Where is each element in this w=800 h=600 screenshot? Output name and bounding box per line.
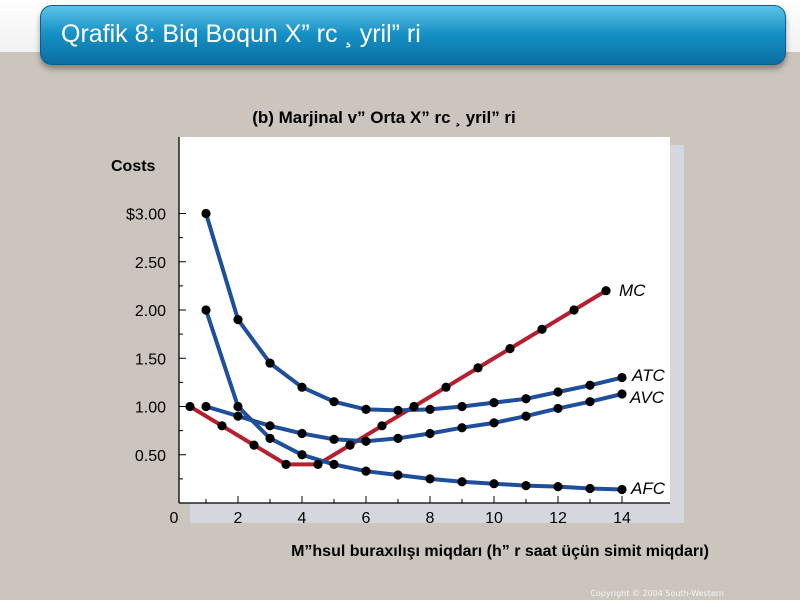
afc-point (617, 484, 627, 495)
avc-point (201, 401, 211, 412)
afc-point (553, 481, 563, 492)
mc-curve (188, 288, 608, 467)
y-axis-title: Costs (111, 158, 156, 175)
afc-point (297, 450, 307, 460)
atc-point (521, 394, 531, 404)
atc-point (265, 358, 275, 368)
afc-curve (204, 308, 624, 492)
avc-curve (204, 392, 624, 444)
avc-point (425, 428, 435, 439)
series-labels: MC ATC AVC AFC (619, 281, 666, 498)
avc-point (297, 428, 307, 439)
x-tick-label: 8 (426, 510, 435, 527)
mc-point (281, 459, 291, 469)
avc-label: AVC (629, 388, 665, 407)
y-tick-label: 2.00 (135, 303, 166, 320)
y-tick-label: 0.50 (135, 448, 166, 465)
y-tick-label: 2.50 (135, 255, 166, 272)
afc-point (201, 305, 211, 315)
atc-label: ATC (631, 366, 665, 385)
mc-point (185, 401, 195, 412)
y-axis: 0.50 1.00 1.50 2.00 2.50 $3.00 (126, 137, 186, 503)
afc-point (265, 433, 275, 443)
mc-label: MC (619, 281, 646, 300)
atc-point (329, 397, 339, 407)
atc-point (457, 401, 467, 412)
afc-point (361, 466, 371, 476)
atc-point (489, 398, 499, 408)
atc-point (617, 372, 627, 383)
atc-point (393, 405, 403, 415)
avc-point (489, 418, 499, 428)
afc-point (329, 459, 339, 469)
avc-point (617, 389, 627, 399)
afc-point (425, 474, 435, 484)
x-tick-label: 6 (362, 510, 371, 527)
x-axis: 0 2 4 6 8 10 12 14 (170, 496, 670, 527)
avc-point (265, 421, 275, 431)
x-tick-label: 10 (485, 510, 503, 527)
afc-point (393, 470, 403, 480)
afc-point (233, 401, 243, 412)
afc-label: AFC (630, 479, 666, 498)
plot-area (179, 137, 670, 503)
y-tick-label: $3.00 (126, 207, 166, 224)
atc-point (201, 208, 211, 219)
avc-point (521, 411, 531, 421)
atc-point (297, 382, 307, 392)
x-tick-label: 14 (613, 510, 631, 527)
afc-point (489, 479, 499, 489)
mc-point (313, 459, 323, 469)
mc-point (569, 305, 579, 315)
mc-point (345, 440, 355, 450)
avc-point (329, 434, 339, 444)
avc-point (233, 411, 243, 421)
slide-title: Qrafik 8: Biq Boqun X” rc ¸ yril” ri (61, 20, 421, 48)
mc-point (409, 401, 419, 412)
atc-point (233, 315, 243, 325)
y-tick-label: 1.50 (135, 351, 166, 368)
avc-point (361, 436, 371, 446)
avc-point (585, 397, 595, 407)
mc-point (249, 440, 259, 450)
x-axis-title: M”hsul buraxılışı miqdarı (h” r saat üçü… (291, 543, 709, 560)
x-tick-label: 12 (549, 510, 567, 527)
mc-point (601, 286, 611, 296)
atc-point (425, 404, 435, 414)
x-tick-label: 2 (234, 510, 243, 527)
mc-point (377, 421, 387, 431)
atc-point (361, 404, 371, 414)
mc-point (441, 382, 451, 392)
afc-point (585, 483, 595, 494)
copyright-text: Copyright © 2004 South-Western (590, 589, 724, 598)
atc-point (553, 387, 563, 397)
afc-point (521, 481, 531, 491)
mc-point (217, 421, 227, 431)
x-tick-label: 4 (298, 510, 307, 527)
avc-point (457, 423, 467, 433)
afc-point (457, 477, 467, 487)
title-banner: Qrafik 8: Biq Boqun X” rc ¸ yril” ri (40, 5, 786, 65)
avc-point (393, 433, 403, 443)
atc-point (585, 380, 595, 390)
mc-point (505, 344, 515, 354)
chart-subtitle: (b) Marjinal v” Orta X” rc ¸ yril” ri (252, 108, 516, 127)
mc-point (473, 363, 483, 373)
avc-point (553, 403, 563, 414)
series-group (185, 208, 627, 495)
y-tick-label: 1.00 (135, 400, 166, 417)
x-tick-label: 0 (170, 510, 179, 527)
mc-point (537, 324, 547, 334)
